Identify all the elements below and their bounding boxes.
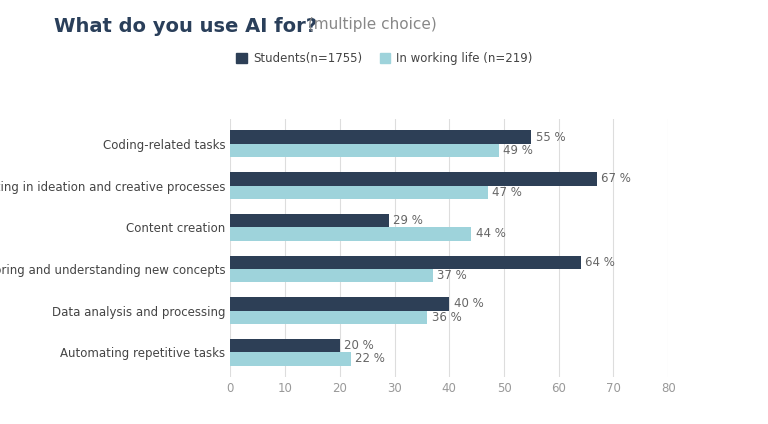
Text: 44 %: 44 % bbox=[475, 227, 505, 240]
Bar bbox=[230, 131, 531, 144]
Bar bbox=[230, 256, 581, 269]
Text: 36 %: 36 % bbox=[432, 311, 462, 324]
Bar bbox=[230, 352, 351, 365]
Bar bbox=[230, 297, 449, 310]
Text: 55 %: 55 % bbox=[536, 131, 565, 144]
Text: 67 %: 67 % bbox=[601, 172, 631, 185]
Bar bbox=[230, 269, 433, 282]
Text: 22 %: 22 % bbox=[355, 352, 385, 365]
Bar bbox=[230, 339, 339, 352]
Bar bbox=[230, 172, 597, 186]
Text: 64 %: 64 % bbox=[585, 256, 615, 269]
Text: 37 %: 37 % bbox=[437, 269, 467, 282]
Bar bbox=[230, 214, 389, 227]
Text: 47 %: 47 % bbox=[492, 186, 521, 199]
Bar bbox=[230, 227, 471, 240]
Legend: Students(n=1755), In working life (n=219): Students(n=1755), In working life (n=219… bbox=[237, 52, 532, 65]
Bar bbox=[230, 310, 427, 324]
Text: 49 %: 49 % bbox=[503, 144, 533, 157]
Text: 20 %: 20 % bbox=[344, 339, 374, 352]
Text: (multiple choice): (multiple choice) bbox=[303, 17, 437, 32]
Text: 29 %: 29 % bbox=[393, 214, 423, 227]
Text: 40 %: 40 % bbox=[454, 297, 483, 310]
Bar bbox=[230, 186, 488, 199]
Text: What do you use AI for?: What do you use AI for? bbox=[54, 17, 317, 36]
Bar bbox=[230, 144, 498, 157]
